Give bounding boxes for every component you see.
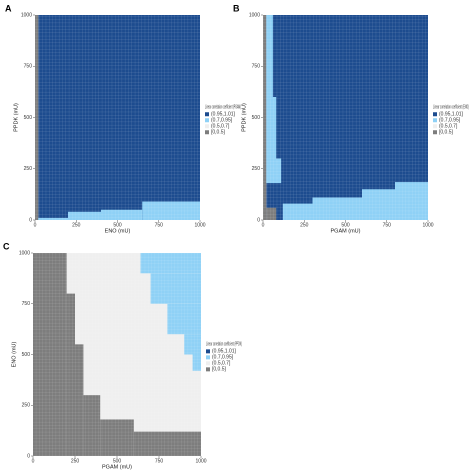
y-tick-label: 250 [22, 403, 31, 409]
cell-grid [35, 15, 200, 220]
y-tick-label: 250 [24, 166, 33, 172]
legend-title: Linear correlation coefficient (PPDK) [206, 342, 242, 348]
legend-swatch [433, 124, 437, 129]
x-tick-label: 500 [113, 458, 122, 464]
x-tick-label: 1000 [195, 458, 206, 464]
legend-label: (0.7,0.95] [212, 355, 234, 361]
legend-label: (0.7,0.95] [211, 118, 233, 124]
y-tick-label: 0 [29, 217, 32, 223]
y-tick-label: 750 [22, 301, 31, 307]
x-tick-label: 250 [300, 222, 309, 228]
legend-label: (0.95,1.01] [212, 349, 237, 355]
y-tick-label: 500 [22, 352, 31, 358]
panel-letter: B [233, 3, 240, 13]
x-tick-label: 0 [262, 222, 265, 228]
legend-swatch [205, 124, 209, 129]
legend-label: [0,0.5] [439, 130, 454, 136]
x-tick-label: 750 [155, 222, 164, 228]
y-tick-label: 1000 [19, 250, 30, 256]
cell-grid [33, 253, 201, 456]
panel-letter: A [5, 3, 12, 13]
x-tick-label: 750 [383, 222, 392, 228]
legend-swatch [205, 112, 209, 117]
x-tick-label: 0 [34, 222, 37, 228]
panel-letter: C [3, 241, 10, 251]
x-tick-label: 500 [113, 222, 122, 228]
legend-label: (0.5,0.7] [212, 361, 231, 367]
x-axis-label: PGAM (mU) [102, 464, 132, 470]
legend-label: (0.5,0.7] [211, 124, 230, 130]
y-tick-label: 250 [252, 166, 261, 172]
x-tick-label: 250 [71, 458, 80, 464]
y-tick-label: 1000 [249, 12, 260, 18]
y-axis-label: PPDK (mU) [241, 103, 247, 132]
legend-label: [0,0.5] [211, 130, 226, 136]
legend-swatch [206, 361, 210, 366]
y-tick-label: 500 [24, 115, 33, 121]
x-tick-label: 750 [155, 458, 164, 464]
y-axis-label: PPDK (mU) [13, 103, 19, 132]
legend-swatch [205, 130, 209, 135]
legend-swatch [205, 118, 209, 123]
legend-swatch [433, 118, 437, 123]
legend-swatch [206, 349, 210, 354]
x-tick-label: 1000 [422, 222, 433, 228]
legend-label: (0.95,1.01] [211, 112, 236, 118]
cell-grid [263, 15, 428, 220]
legend-title-text: Linear correlation coefficient (PPDK) [206, 342, 242, 348]
legend-swatch [206, 355, 210, 360]
legend-title: Linear correlation coefficient (ENO) [433, 105, 469, 111]
legend-label: (0.7,0.95] [439, 118, 461, 124]
x-tick-label: 1000 [194, 222, 205, 228]
y-tick-label: 500 [252, 115, 261, 121]
x-axis-label: PGAM (mU) [331, 228, 361, 234]
x-tick-label: 250 [72, 222, 81, 228]
legend-title: Linear correlation coefficient (PGAM) [205, 105, 241, 111]
y-tick-label: 750 [24, 64, 33, 70]
x-tick-label: 0 [32, 458, 35, 464]
x-tick-label: 500 [341, 222, 350, 228]
legend-swatch [206, 367, 210, 372]
legend-label: [0,0.5] [212, 367, 227, 373]
y-tick-label: 0 [257, 217, 260, 223]
x-axis-label: ENO (mU) [105, 228, 131, 234]
legend-swatch [433, 130, 437, 135]
legend-label: (0.95,1.01] [439, 112, 464, 118]
legend-swatch [433, 112, 437, 117]
y-tick-label: 750 [252, 64, 261, 70]
y-axis-label: ENO (mU) [11, 342, 17, 368]
y-tick-label: 0 [27, 453, 30, 459]
legend-title-text: Linear correlation coefficient (PGAM) [205, 105, 241, 111]
y-tick-label: 1000 [21, 12, 32, 18]
legend-title-text: Linear correlation coefficient (ENO) [433, 105, 469, 111]
legend-label: (0.5,0.7] [439, 124, 458, 130]
